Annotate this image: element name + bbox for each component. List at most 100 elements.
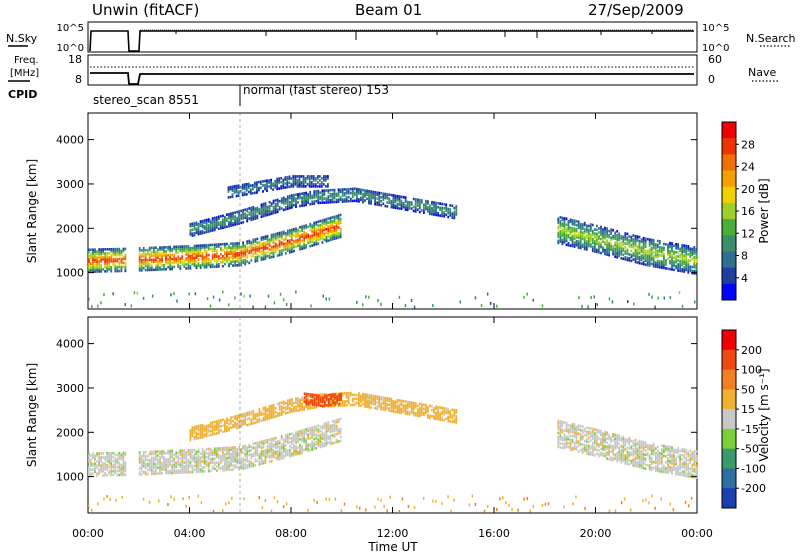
echo-cell bbox=[165, 267, 167, 271]
echo-cell bbox=[305, 432, 307, 435]
echo-cell bbox=[642, 250, 645, 254]
echo-cell bbox=[402, 409, 405, 413]
echo-cell bbox=[272, 251, 275, 254]
clutter-cell bbox=[188, 292, 190, 296]
echo-cell bbox=[337, 218, 340, 221]
echo-cell bbox=[311, 395, 314, 398]
clutter-cell bbox=[523, 295, 525, 299]
echo-cell bbox=[626, 250, 629, 254]
echo-cell bbox=[217, 465, 220, 468]
echo-cell bbox=[260, 182, 262, 186]
echo-cell bbox=[650, 240, 653, 244]
echo-cell bbox=[329, 200, 332, 204]
echo-cell bbox=[104, 464, 106, 467]
echo-cell bbox=[345, 200, 348, 203]
echo-cell bbox=[437, 407, 439, 411]
echo-cell bbox=[589, 451, 592, 454]
echo-cell bbox=[571, 228, 574, 232]
echo-cell bbox=[293, 435, 295, 439]
echo-cell bbox=[565, 443, 568, 447]
echo-cell bbox=[334, 397, 336, 400]
echo-cell bbox=[337, 440, 340, 443]
echo-cell bbox=[420, 201, 423, 204]
echo-cell bbox=[201, 468, 204, 471]
echo-cell bbox=[423, 203, 425, 207]
echo-cell bbox=[238, 257, 240, 261]
clutter-cell bbox=[398, 295, 401, 299]
echo-cell bbox=[667, 267, 669, 270]
echo-cell bbox=[110, 457, 113, 461]
echo-cell bbox=[291, 200, 293, 203]
echo-cell bbox=[624, 258, 627, 261]
echo-cell bbox=[327, 217, 330, 220]
echo-cell bbox=[268, 442, 271, 445]
echo-cell bbox=[169, 453, 171, 457]
echo-cell bbox=[402, 203, 405, 207]
echo-cell bbox=[144, 454, 147, 458]
echo-cell bbox=[197, 468, 200, 471]
echo-cell bbox=[404, 206, 407, 209]
echo-cell bbox=[217, 255, 220, 258]
echo-cell bbox=[274, 415, 277, 418]
echo-cell bbox=[376, 197, 379, 200]
echo-cell bbox=[640, 262, 643, 265]
clutter-cell bbox=[611, 300, 614, 304]
echo-cell bbox=[587, 234, 590, 238]
echo-cell bbox=[661, 264, 663, 267]
echo-cell bbox=[319, 393, 322, 397]
echo-cell bbox=[106, 468, 109, 471]
echo-cell bbox=[153, 472, 155, 476]
echo-cell bbox=[224, 456, 226, 460]
echo-cell bbox=[423, 209, 425, 212]
echo-cell bbox=[634, 234, 637, 238]
echo-cell bbox=[663, 258, 665, 262]
echo-cell bbox=[333, 429, 336, 433]
echo-cell bbox=[207, 469, 210, 473]
echo-cell bbox=[189, 462, 192, 466]
echo-cell bbox=[274, 180, 277, 183]
echo-cell bbox=[280, 409, 283, 412]
echo-cell bbox=[88, 454, 90, 458]
echo-cell bbox=[640, 240, 643, 243]
echo-cell bbox=[213, 228, 216, 232]
echo-cell bbox=[260, 250, 263, 254]
echo-cell bbox=[244, 446, 247, 450]
echo-cell bbox=[319, 443, 322, 447]
echo-cell bbox=[665, 243, 667, 246]
echo-cell bbox=[179, 469, 182, 472]
echo-cell bbox=[234, 450, 236, 453]
echo-cell bbox=[193, 425, 196, 429]
echo-cell bbox=[230, 416, 232, 419]
echo-cell bbox=[248, 463, 251, 467]
echo-cell bbox=[301, 402, 303, 405]
echo-cell bbox=[256, 214, 259, 218]
echo-cell bbox=[315, 401, 318, 405]
echo-cell bbox=[286, 243, 289, 247]
echo-cell bbox=[217, 431, 220, 435]
echo-cell bbox=[165, 262, 167, 265]
echo-cell bbox=[312, 185, 315, 188]
echo-cell bbox=[124, 265, 127, 269]
echo-cell bbox=[294, 179, 297, 182]
echo-cell bbox=[581, 429, 584, 432]
echo-cell bbox=[195, 252, 198, 256]
echo-cell bbox=[392, 404, 395, 407]
echo-cell bbox=[307, 197, 309, 200]
echo-cell bbox=[602, 448, 604, 451]
echo-cell bbox=[435, 413, 437, 417]
echo-cell bbox=[282, 180, 285, 184]
echo-cell bbox=[274, 442, 277, 446]
echo-cell bbox=[333, 419, 336, 423]
echo-cell bbox=[244, 422, 247, 425]
echo-cell bbox=[437, 406, 439, 409]
echo-cell bbox=[246, 260, 249, 263]
echo-cell bbox=[589, 235, 592, 238]
echo-cell bbox=[280, 411, 283, 414]
echo-cell bbox=[345, 400, 348, 403]
echo-cell bbox=[679, 247, 681, 251]
echo-cell bbox=[240, 451, 243, 455]
echo-cell bbox=[220, 249, 222, 252]
echo-cell bbox=[652, 239, 655, 242]
echo-cell bbox=[420, 409, 423, 412]
echo-cell bbox=[191, 470, 194, 474]
